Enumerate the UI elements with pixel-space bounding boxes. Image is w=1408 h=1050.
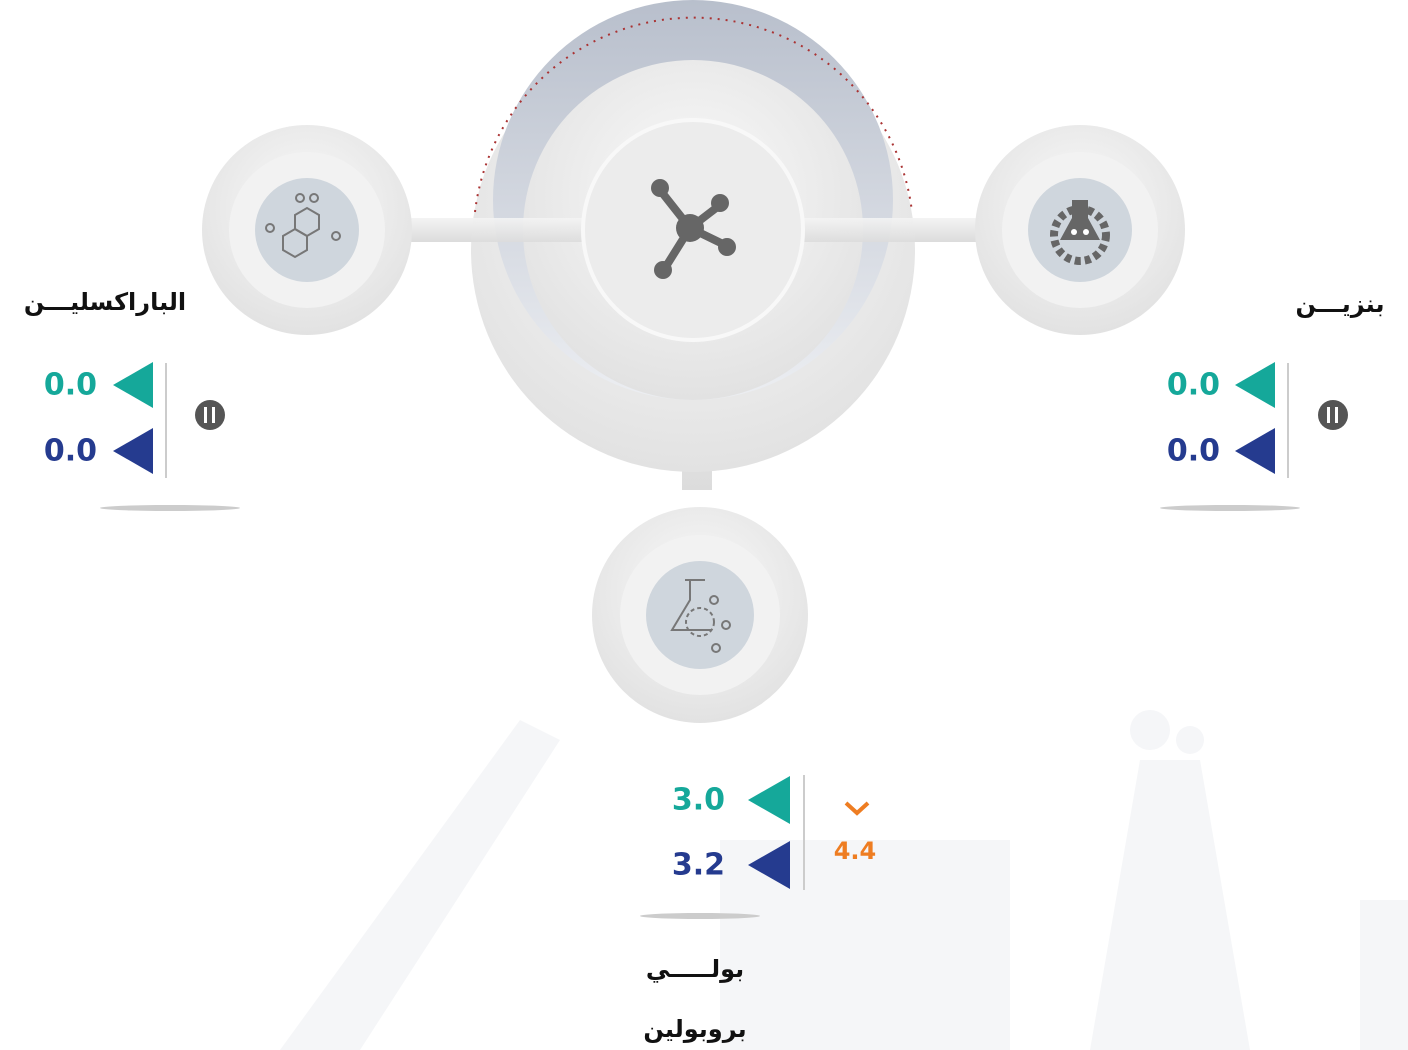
value-a: 0.0: [1167, 368, 1220, 403]
node-bottom: [592, 507, 808, 723]
node-label: بنزيـــن: [1296, 290, 1385, 318]
change-value: 4.4: [834, 837, 877, 865]
value-a: 3.0: [672, 783, 725, 818]
pause-icon: [195, 400, 225, 430]
node-right: [975, 125, 1185, 335]
value-b: 3.2: [672, 848, 725, 883]
arrow-b: [1235, 428, 1275, 474]
arrow-a: [1235, 362, 1275, 408]
arrow-a: [748, 776, 790, 824]
pause-icon: [1318, 400, 1348, 430]
node-label: بروبولين: [643, 1015, 746, 1043]
shadow: [1160, 505, 1300, 511]
chevron-icon: [846, 803, 868, 813]
node-left: [202, 125, 412, 335]
page: {"nodes":[ {"label":"الباراكسليـــن","va…: [0, 0, 1408, 1050]
node-label: الباراكسليـــن: [24, 288, 186, 316]
shadow: [100, 505, 240, 511]
background-art: [280, 710, 1408, 1050]
arrow-b: [113, 428, 153, 474]
arrow-a: [113, 362, 153, 408]
value-b: 0.0: [44, 434, 97, 469]
node-label: بولـــــي: [646, 955, 744, 983]
value-a: 0.0: [44, 368, 97, 403]
infographic: الباراكسليـــن 0.0 0.0 بنزيـــن 0.0 0.0 …: [0, 0, 1408, 1050]
shadow: [640, 913, 760, 919]
value-b: 0.0: [1167, 434, 1220, 469]
